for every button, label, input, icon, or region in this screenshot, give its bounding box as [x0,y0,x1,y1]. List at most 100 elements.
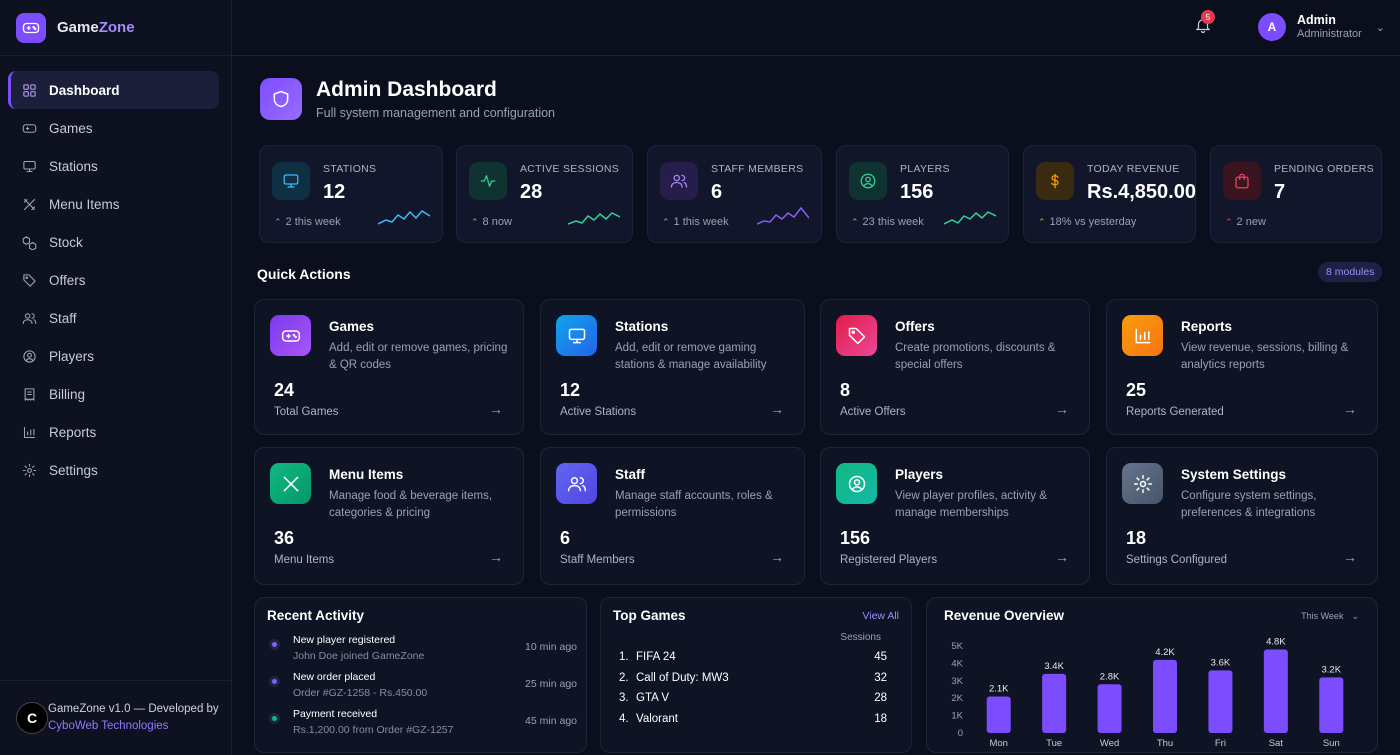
stat-label: TODAY REVENUE [1087,163,1180,175]
sidebar-item-label: Settings [49,462,98,478]
stat-label: PLAYERS [900,163,950,175]
card-title: Reports [1181,319,1233,334]
activity-item[interactable]: New order placed Order #GZ-1258 - Rs.450… [267,671,577,705]
quick-action-staff[interactable]: Staff Manage staff accounts, roles & per… [540,447,805,585]
card-title: Menu Items [329,467,404,482]
revenue-bar-chart: 0 1K 2K 3K 4K 5K 2.1K Mon 3.4K Tue 2.8K Wed 4.2K Thu 3… [951,638,1344,749]
y-tick-label: 2K [951,693,963,704]
dollar-icon [1036,162,1074,200]
users-icon [556,463,597,504]
top-game-row[interactable]: 2. Call of Duty: MW3 32 [619,672,887,684]
stat-value: 28 [520,181,543,203]
card-count: 25 [1126,380,1147,400]
quick-action-stations[interactable]: Stations Add, edit or remove gaming stat… [540,299,805,435]
user-menu[interactable]: A Admin Administrator ⌄ [1258,13,1385,41]
y-tick-label: 3K [951,676,963,687]
sidebar-item-dashboard[interactable]: Dashboard [8,71,219,109]
quick-action-reports[interactable]: Reports View revenue, sessions, billing … [1106,299,1378,435]
sidebar-item-stations[interactable]: Stations [8,147,219,185]
activity-item[interactable]: New player registered John Doe joined Ga… [267,634,577,668]
x-tick-label: Sun [1323,738,1340,749]
stat-trend: ⌃ 23 this week [851,216,924,228]
period-select[interactable]: This Week ⌄ [1301,611,1359,621]
card-description: Manage food & beverage items, categories… [329,490,493,519]
sidebar-nav: Dashboard Games Stations Menu Items Stoc… [0,56,231,489]
sidebar-footer: C GameZone v1.0 — Developed by CyboWeb T… [0,680,231,755]
user-info: Admin Administrator [1297,13,1362,41]
card-count-label: Staff Members [560,554,635,566]
sparkline [568,212,620,225]
quick-action-system-settings[interactable]: System Settings Configure system setting… [1106,447,1378,585]
stat-value: 7 [1274,181,1286,203]
activity-item[interactable]: Payment received Rs.1,200.00 from Order … [267,708,577,742]
stat-label: STATIONS [323,163,377,175]
revenue-overview-panel: Revenue Overview This Week ⌄ 0 1K 2K 3K 4K 5K 2… [926,597,1378,753]
sidebar-item-offers[interactable]: Offers [8,261,219,299]
developer-link[interactable]: CyboWeb Technologies [48,720,169,732]
stat-trend: ⌃ 2 this week [274,216,341,228]
stat-card-active-sessions[interactable]: ACTIVE SESSIONS 28 ⌃ 8 now [456,145,633,243]
activity-time: 10 min ago [525,641,577,653]
card-title: Offers [895,319,935,334]
stat-card-pending-orders[interactable]: PENDING ORDERS 7 ⌃ 2 new [1210,145,1382,243]
y-tick-label: 0 [958,728,963,739]
brand[interactable]: GameZone [0,0,231,56]
sidebar-item-menu-items[interactable]: Menu Items [8,185,219,223]
revenue-bar[interactable] [1153,659,1177,733]
sidebar-item-players[interactable]: Players [8,337,219,375]
sidebar-item-label: Stock [49,234,83,250]
user-name: Admin [1297,13,1336,27]
stat-card-players[interactable]: PLAYERS 156 ⌃ 23 this week [836,145,1009,243]
sidebar-item-settings[interactable]: Settings [8,451,219,489]
sidebar-item-stock[interactable]: Stock [8,223,219,261]
sparkline [757,206,809,225]
arrow-right-icon: → [1055,549,1069,565]
revenue-bar[interactable] [1042,673,1067,733]
quick-action-players[interactable]: Players View player profiles, activity &… [820,447,1090,585]
bar-data-label: 4.2K [1155,647,1175,658]
card-title: Staff [615,467,645,482]
activity-title: New player registered [293,634,396,646]
quick-action-games[interactable]: Games Add, edit or remove games, pricing… [254,299,524,435]
sidebar-item-label: Stations [49,158,98,174]
bar-data-label: 3.6K [1211,657,1231,668]
card-count: 6 [560,528,571,548]
top-game-row[interactable]: 3. GTA V 28 [619,692,887,704]
main-content: Admin Dashboard Full system management a… [232,56,1400,755]
card-description: View player profiles, activity & manage … [895,490,1047,519]
activity-dot [269,713,280,724]
boxes-icon [22,235,37,250]
top-game-row[interactable]: 4. Valorant 18 [619,713,887,725]
page-title: Admin Dashboard [316,78,497,101]
stat-trend: ⌃ 1 this week [662,216,729,228]
revenue-bar[interactable] [986,696,1011,733]
revenue-bar[interactable] [1263,649,1288,733]
view-all-link[interactable]: View All [862,610,899,622]
bar-data-label: 2.8K [1100,671,1120,682]
quick-action-menu-items[interactable]: Menu Items Manage food & beverage items,… [254,447,524,585]
tag-icon [23,273,36,287]
stat-card-staff-members[interactable]: STAFF MEMBERS 6 ⌃ 1 this week [647,145,822,243]
stat-card-stations[interactable]: STATIONS 12 ⌃ 2 this week [259,145,443,243]
user-role: Administrator [1297,28,1362,40]
top-game-row[interactable]: 1. FIFA 24 45 [619,651,887,663]
quick-action-offers[interactable]: Offers Create promotions, discounts & sp… [820,299,1090,435]
stat-card-today-revenue[interactable]: TODAY REVENUE Rs.4,850.00 ⌃ 18% vs yester… [1023,145,1196,243]
x-tick-label: Fri [1215,738,1226,749]
sidebar-item-billing[interactable]: Billing [8,375,219,413]
revenue-bar[interactable] [1319,677,1344,733]
gamepad-icon [270,315,311,356]
card-title: Games [329,319,375,334]
sidebar-item-label: Staff [49,310,77,326]
status-dot [272,716,277,721]
sidebar-item-staff[interactable]: Staff [8,299,219,337]
sidebar-item-label: Billing [49,386,86,402]
status-dot [272,642,277,647]
revenue-bar[interactable] [1208,670,1233,733]
revenue-bar[interactable] [1097,684,1122,733]
sidebar-item-games[interactable]: Games [8,109,219,147]
bar-data-label: 4.8K [1266,638,1286,647]
bar-chart-icon [1122,315,1163,356]
sessions-column-header: Sessions [840,632,881,643]
sidebar-item-reports[interactable]: Reports [8,413,219,451]
